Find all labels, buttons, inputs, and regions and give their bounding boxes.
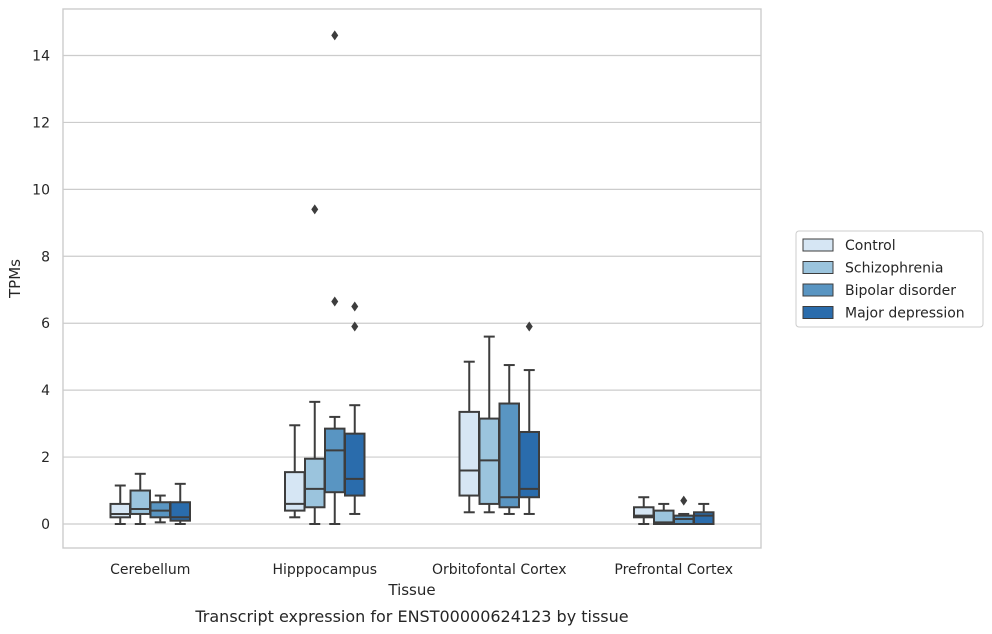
legend-label: Bipolar disorder bbox=[845, 283, 956, 299]
y-tick-label: 2 bbox=[41, 450, 50, 466]
box-major-depression bbox=[344, 301, 366, 515]
x-tick-label: Hipppocampus bbox=[272, 562, 377, 578]
plot-frame bbox=[62, 8, 762, 549]
legend-frame bbox=[795, 230, 984, 328]
outlier-point bbox=[331, 296, 339, 307]
box-control bbox=[284, 424, 306, 519]
box-schizophrenia bbox=[304, 204, 326, 525]
x-tick-label: Prefrontal Cortex bbox=[614, 562, 733, 578]
y-tick-label: 12 bbox=[32, 115, 50, 131]
y-tick-label: 10 bbox=[32, 182, 50, 198]
box-major-depression bbox=[693, 502, 715, 525]
box-major-depression bbox=[169, 482, 191, 525]
box-major-depression bbox=[518, 321, 540, 515]
chart-caption: Transcript expression for ENST0000062412… bbox=[194, 607, 628, 626]
box-iqr bbox=[169, 501, 191, 522]
legend: Control Schizophrenia Bipolar disorder Majo… bbox=[795, 230, 984, 328]
outlier-point bbox=[351, 301, 359, 312]
legend-swatch bbox=[802, 238, 834, 252]
box-iqr bbox=[498, 402, 520, 509]
outlier-point bbox=[680, 495, 688, 506]
y-tick-label: 6 bbox=[41, 316, 50, 332]
legend-label: Schizophrenia bbox=[845, 261, 943, 277]
x-axis-ticks: Cerebellum Hipppocampus Orbitofontal Corte… bbox=[110, 562, 733, 578]
y-tick-label: 4 bbox=[41, 383, 50, 399]
x-tick-label: Cerebellum bbox=[110, 562, 190, 578]
legend-swatch bbox=[802, 283, 834, 297]
outlier-point bbox=[331, 30, 339, 41]
outlier-point bbox=[351, 321, 359, 332]
box-iqr bbox=[458, 410, 480, 497]
box-bipolar-disorder bbox=[498, 364, 520, 515]
plot-background bbox=[63, 9, 761, 548]
box-iqr bbox=[109, 502, 131, 519]
y-tick-label: 14 bbox=[32, 49, 50, 65]
x-axis-label: Tissue bbox=[387, 581, 435, 599]
legend-swatch bbox=[802, 306, 834, 319]
box-schizophrenia bbox=[129, 472, 151, 525]
outlier-point bbox=[311, 204, 319, 215]
y-tick-label: 0 bbox=[41, 517, 50, 533]
box-schizophrenia bbox=[653, 502, 675, 526]
box-iqr bbox=[129, 489, 151, 515]
box-iqr bbox=[693, 511, 715, 525]
box-groups bbox=[109, 30, 715, 526]
box-group bbox=[633, 495, 715, 526]
box-iqr bbox=[344, 432, 366, 497]
box-control bbox=[109, 484, 131, 525]
box-group bbox=[109, 472, 191, 525]
box-group bbox=[284, 30, 366, 525]
y-axis-label: TPMs bbox=[6, 259, 24, 299]
x-tick-label: Orbitofontal Cortex bbox=[432, 562, 567, 578]
box-iqr bbox=[304, 457, 326, 509]
outlier-point bbox=[525, 321, 533, 332]
y-tick-label: 8 bbox=[41, 249, 50, 265]
box-iqr bbox=[324, 427, 346, 494]
gridlines bbox=[63, 54, 761, 525]
legend-label: Major depression bbox=[845, 306, 965, 322]
legend-label: Control bbox=[845, 238, 896, 254]
box-iqr bbox=[518, 430, 540, 499]
y-axis-ticks: 0 2 4 6 8 10 12 14 bbox=[32, 49, 50, 534]
box-group bbox=[458, 321, 540, 515]
legend-swatch bbox=[802, 261, 834, 274]
